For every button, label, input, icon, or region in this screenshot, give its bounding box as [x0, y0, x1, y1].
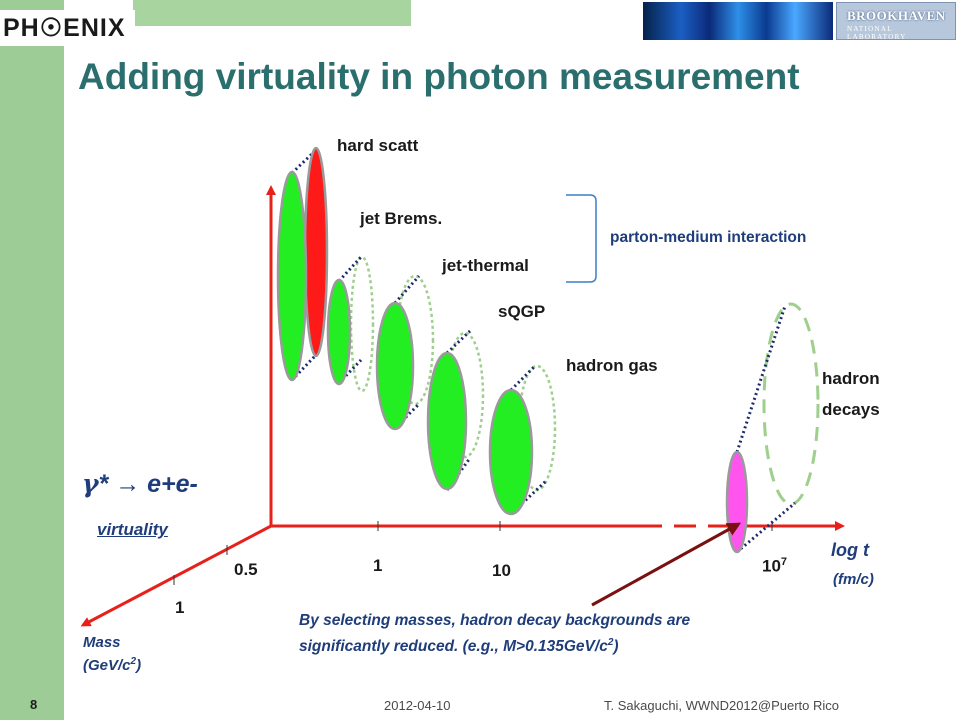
tick-label-mass-05: 0.5 — [234, 560, 258, 579]
ellipse-sqgp — [426, 351, 468, 491]
note-arrow — [591, 522, 742, 607]
left-sidebar — [0, 0, 64, 720]
label-jet-thermal: jet-thermal — [442, 256, 529, 275]
note-line-2-end: ) — [613, 638, 619, 656]
phenix-logo: PH☉ENIX — [0, 10, 135, 46]
note-line-2-text: significantly reduced. (e.g., M>0.135GeV… — [299, 638, 608, 656]
footer-date: 2012-04-10 — [384, 698, 451, 713]
label-hard-scatt: hard scatt — [337, 136, 419, 155]
outline-hadron-decays — [762, 302, 820, 506]
label-parton-medium: parton-medium interaction — [610, 229, 807, 246]
label-log-t-unit: (fm/c) — [833, 571, 874, 588]
label-hadron-gas: hadron gas — [566, 356, 658, 375]
reaction-label: γ* → e+e- — [82, 469, 198, 499]
tick-1e7-exp: 7 — [780, 556, 788, 568]
detector-image-strip — [643, 2, 833, 40]
bnl-logo-subtitle: NATIONAL LABORATORY — [847, 25, 907, 41]
note-line-2: significantly reduced. (e.g., M>0.135GeV… — [299, 632, 859, 658]
mass-axis — [80, 524, 272, 627]
connector-brems-top — [337, 255, 363, 283]
slide-title: Adding virtuality in photon measurement — [78, 56, 800, 97]
label-log-t: log t — [831, 540, 869, 560]
label-virtuality: virtuality — [97, 520, 168, 539]
axes — [80, 185, 845, 627]
ellipse-hadron-decays — [725, 450, 749, 554]
source-ellipses — [276, 146, 749, 554]
label-mass-unit: (GeV/c2) — [83, 656, 141, 674]
top-accent-bar — [133, 0, 411, 26]
ellipse-jet-brems — [326, 278, 352, 386]
tick-1e7-base: 10 — [762, 556, 781, 576]
footer-author: T. Sakaguchi, WWND2012@Puerto Rico — [604, 698, 840, 713]
outline-jet-brems — [349, 255, 375, 393]
mass-unit-text: (GeV/c — [83, 657, 131, 674]
ellipse-jet-thermal — [375, 301, 415, 431]
ellipse-hard-scatt — [303, 146, 329, 358]
parton-medium-brace — [566, 194, 597, 283]
connector-hard-top — [290, 148, 318, 175]
label-mass: Mass — [83, 634, 121, 651]
label-hadron-decays-line2: decays — [822, 400, 880, 419]
tick-label-time-1e7: 107 — [762, 556, 787, 577]
outline-sqgp — [445, 331, 485, 459]
connector-hadgas-top — [509, 364, 537, 392]
label-sqgp: sQGP — [498, 302, 546, 321]
phenix-logo-text: PH☉ENIX — [3, 14, 126, 42]
mass-unit-end: ) — [136, 657, 142, 674]
connector-decay-top — [735, 305, 787, 453]
note-line-1: By selecting masses, hadron decay backgr… — [299, 612, 691, 629]
ellipse-hadron-gas — [488, 388, 534, 516]
bnl-logo: BROOKHAVEN NATIONAL LABORATORY — [836, 2, 956, 41]
ellipse-hard-scatt-front — [276, 170, 308, 382]
label-hadron-decays-line1: hadron — [822, 369, 880, 388]
connector-thermal-top — [393, 275, 421, 304]
bnl-logo-name: BROOKHAVEN — [847, 8, 946, 23]
tick-label-time-10: 10 — [492, 561, 511, 580]
note-line-2-sup: 2 — [607, 637, 614, 648]
connector-hadgas-bottom — [509, 478, 549, 516]
axis-ticks — [173, 521, 773, 585]
tick-label-mass-1: 1 — [175, 598, 185, 617]
selection-note: By selecting masses, hadron decay backgr… — [299, 610, 859, 658]
mass-unit-sup: 2 — [130, 656, 137, 667]
page-number: 8 — [30, 697, 38, 712]
label-jet-brems: jet Brems. — [360, 209, 443, 228]
reaction-rest: * → e+e- — [98, 470, 198, 498]
connector-sqgp-top — [445, 329, 472, 355]
tick-label-time-1: 1 — [373, 556, 383, 575]
reaction-gamma: γ — [82, 469, 99, 498]
